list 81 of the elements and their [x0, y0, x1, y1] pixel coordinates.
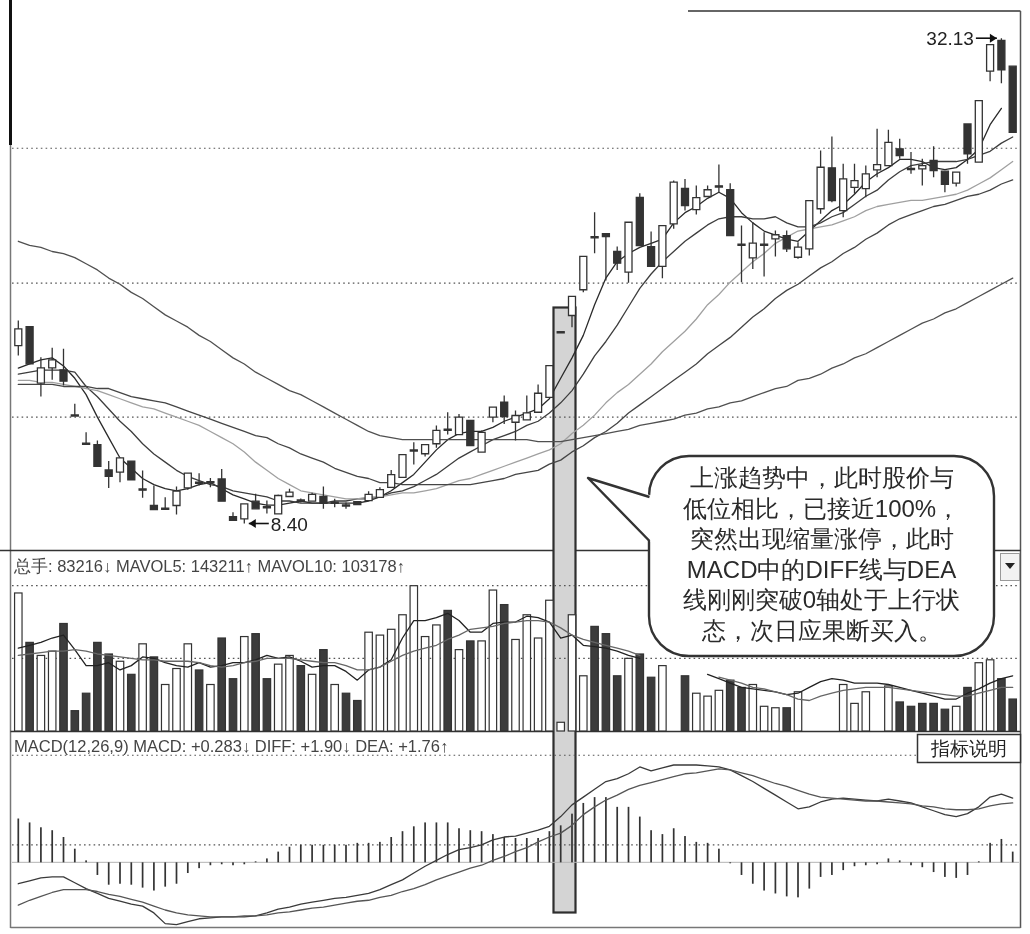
candlestick [115, 457, 125, 483]
candlestick [793, 241, 803, 260]
text: 指标说明 [930, 738, 1007, 759]
annotation: 8.40 [270, 513, 308, 535]
chart-title: MACD(12,26,9) MACD: +0.283↓ DIFF: +1.90↓ DEA: +1.76↑ [14, 737, 449, 755]
candlestick [387, 469, 396, 488]
candlestick [466, 419, 475, 447]
candlestick [59, 348, 68, 387]
annotation: 上涨趋势中，此时股价与低位相比，已接近100%，突然出现缩量涨停，此时MACD中的DIFF线与DEA线刚刚突破0轴处于上行状态，次日应果断买入。 [682, 464, 961, 644]
candlestick [511, 409, 520, 442]
candlestick [500, 394, 509, 425]
bar [556, 721, 566, 732]
candlestick [443, 411, 452, 436]
candlestick [522, 394, 531, 421]
candlestick [680, 178, 690, 212]
candlestick [1008, 65, 1017, 133]
candlestick [567, 295, 577, 328]
candlestick [737, 224, 746, 283]
candlestick [952, 171, 961, 188]
candlestick [714, 163, 724, 193]
candlestick [759, 231, 769, 278]
candlestick [985, 43, 995, 82]
candlestick [533, 383, 543, 413]
candlestick [872, 128, 882, 178]
candlestick [669, 179, 678, 230]
candlestick [194, 472, 204, 487]
candlestick [228, 511, 238, 522]
candlestick [488, 406, 498, 423]
candlestick [895, 138, 904, 160]
candlestick [940, 170, 950, 193]
candlestick [375, 486, 385, 498]
candlestick [70, 403, 79, 417]
candlestick [816, 149, 825, 215]
candlestick [432, 424, 441, 449]
candlestick [590, 211, 599, 254]
candlestick [850, 163, 859, 195]
candlestick [104, 460, 113, 489]
candlestick [997, 37, 1006, 84]
candlestick [658, 224, 667, 279]
candlestick [906, 151, 916, 175]
candlestick [692, 184, 701, 216]
candlestick [635, 192, 644, 247]
candlestick [454, 413, 464, 436]
candlestick [918, 158, 927, 187]
candlestick [726, 182, 735, 237]
candlestick [127, 460, 136, 481]
candlestick [93, 439, 102, 468]
candlestick [805, 199, 814, 257]
candlestick [703, 184, 712, 198]
candlestick [240, 503, 249, 525]
candlestick [138, 469, 147, 499]
chart-title: 总手: 83216↓ MAVOL5: 143211↑ MAVOL10: 103178↑ [13, 557, 405, 575]
candlestick [48, 347, 57, 381]
candlestick [409, 441, 418, 466]
candlestick [771, 229, 780, 258]
candlestick [25, 325, 34, 365]
candlestick [477, 429, 486, 453]
candlestick [14, 319, 23, 357]
candlestick [929, 145, 938, 178]
candlestick [579, 255, 588, 293]
candlestick [748, 221, 757, 270]
candlestick [36, 356, 46, 398]
candlestick [420, 443, 430, 458]
annotation: 32.13 [926, 28, 974, 50]
candlestick [556, 331, 565, 334]
candlestick [81, 431, 91, 445]
candlestick [782, 229, 791, 253]
candlestick [839, 163, 848, 218]
candlestick [613, 245, 622, 271]
candlestick [398, 453, 407, 478]
candlestick [206, 477, 215, 488]
candlestick [646, 230, 656, 268]
candlestick [624, 221, 633, 284]
candlestick [183, 472, 192, 491]
candlestick [601, 233, 611, 282]
candlestick [161, 496, 170, 511]
candlestick [861, 164, 870, 198]
candlestick [827, 135, 837, 203]
candlestick [285, 488, 294, 498]
candlestick [545, 364, 554, 398]
candlestick [884, 129, 893, 167]
